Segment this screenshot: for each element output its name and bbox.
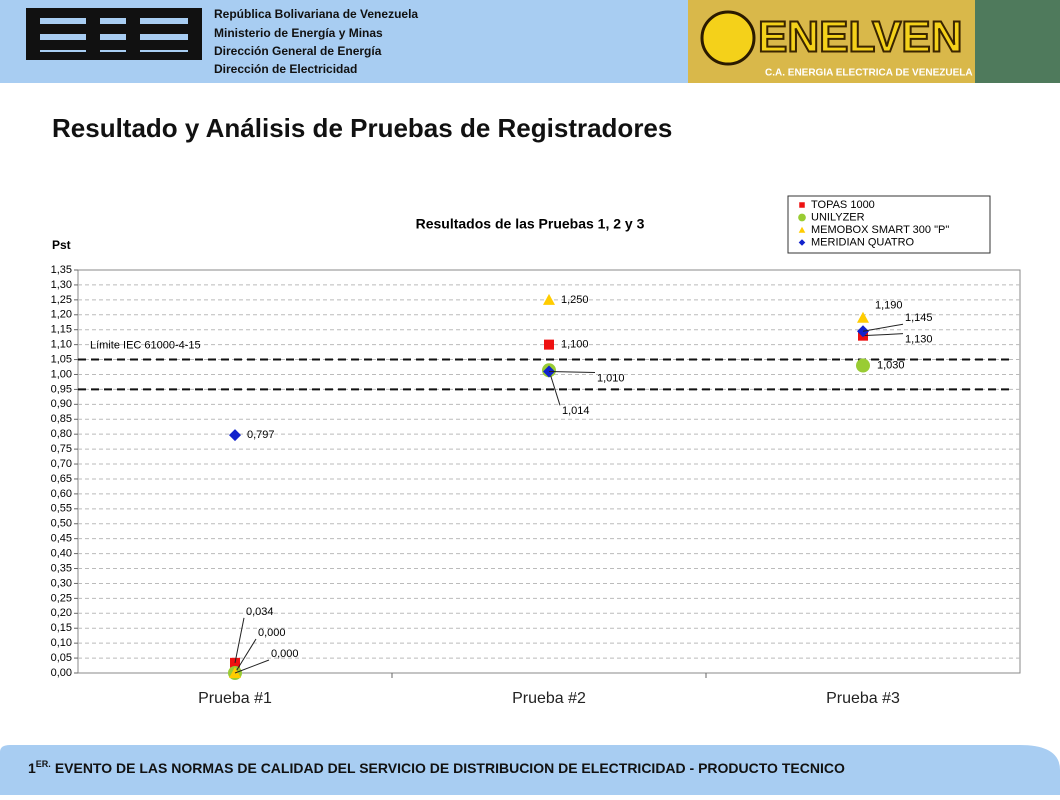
value-label: 1,100: [561, 339, 589, 351]
y-tick-label: 0,90: [51, 398, 72, 410]
legend-swatch: [799, 202, 805, 208]
y-tick-label: 0,15: [51, 622, 72, 634]
x-tick-label: Prueba #2: [512, 690, 586, 707]
legend-swatch: [798, 213, 806, 222]
y-tick-label: 1,35: [51, 264, 72, 276]
footer-main: EVENTO DE LAS NORMAS DE CALIDAD DEL SERV…: [55, 760, 845, 776]
value-label: 1,010: [597, 372, 625, 384]
y-tick-label: 0,40: [51, 547, 72, 559]
leader-line: [862, 323, 904, 332]
value-label: 1,145: [905, 312, 933, 324]
header-line: Ministerio de Energía y Minas: [214, 26, 383, 40]
y-tick-label: 1,10: [51, 339, 72, 351]
value-label: 1,130: [905, 334, 933, 346]
y-tick-label: 0,60: [51, 488, 72, 500]
y-tick-label: 0,25: [51, 592, 72, 604]
footer-text: 1ER. EVENTO DE LAS NORMAS DE CALIDAD DEL …: [28, 759, 845, 775]
footer-superscript: ER.: [36, 759, 51, 769]
chart-title: Resultados de las Pruebas 1, 2 y 3: [416, 216, 645, 232]
mem-logo: [26, 8, 202, 60]
enelven-emblem: [700, 10, 756, 66]
legend-box: [787, 195, 991, 254]
y-tick-label: 1,20: [51, 309, 72, 321]
y-tick-label: 0,70: [51, 458, 72, 470]
marker: [229, 429, 241, 442]
y-tick-label: 0,95: [51, 383, 72, 395]
slide-title: Resultado y Análisis de Pruebas de Regis…: [52, 113, 672, 143]
leader-line: [548, 370, 561, 406]
legend-swatch: [798, 226, 806, 233]
value-label: 0,000: [258, 627, 286, 639]
value-label: 0,034: [246, 606, 274, 618]
header-line: Dirección de Electricidad: [214, 62, 357, 76]
y-tick-label: 0,45: [51, 533, 72, 545]
marker: [543, 293, 555, 305]
plot-area: [77, 269, 1021, 674]
legend-label: UNILYZER: [811, 211, 865, 223]
leader-line: [548, 370, 596, 373]
value-label: 1,250: [561, 294, 589, 306]
plant-photo: [975, 0, 1060, 83]
y-tick-label: 0,75: [51, 443, 72, 455]
x-tick-label: Prueba #1: [198, 690, 272, 707]
value-label: 1,014: [562, 405, 590, 417]
y-tick-label: 0,05: [51, 652, 72, 664]
y-tick-label: 1,15: [51, 324, 72, 336]
legend-label: MERIDIAN QUATRO: [811, 236, 915, 248]
value-label: 1,190: [875, 300, 903, 312]
y-tick-label: 0,85: [51, 413, 72, 425]
leader-line: [234, 638, 257, 674]
leader-line: [862, 333, 904, 337]
y-tick-label: 0,20: [51, 607, 72, 619]
y-axis-label: Pst: [52, 238, 71, 252]
y-tick-label: 0,10: [51, 637, 72, 649]
value-label: 1,030: [877, 359, 905, 371]
marker: [856, 358, 870, 373]
y-tick-label: 0,80: [51, 428, 72, 440]
y-tick-label: 1,30: [51, 279, 72, 291]
marker: [544, 339, 554, 350]
leader-line: [234, 659, 270, 674]
value-label: 0,797: [247, 429, 275, 441]
y-tick-label: 1,00: [51, 368, 72, 380]
logo-name: ENELVEN: [758, 13, 963, 62]
y-tick-label: 1,25: [51, 294, 72, 306]
limit-label: Límite IEC 61000-4-15: [90, 339, 201, 351]
legend-label: MEMOBOX SMART 300 "P": [811, 224, 949, 236]
marker: [857, 311, 869, 323]
y-tick-label: 0,55: [51, 503, 72, 515]
x-tick-label: Prueba #3: [826, 690, 900, 707]
y-tick-label: 0,65: [51, 473, 72, 485]
y-tick-label: 0,00: [51, 667, 72, 679]
y-tick-label: 0,35: [51, 562, 72, 574]
footer-ordinal: 1: [28, 760, 36, 776]
y-tick-label: 0,50: [51, 518, 72, 530]
footer-band: [0, 745, 1060, 795]
logo-subtitle: C.A. ENERGIA ELECTRICA DE VENEZUELA: [765, 68, 973, 79]
y-tick-label: 1,05: [51, 353, 72, 365]
y-tick-label: 0,30: [51, 577, 72, 589]
header-line: Dirección General de Energía: [214, 44, 382, 58]
leader-line: [234, 617, 245, 663]
header-line: República Bolivariana de Venezuela: [214, 7, 418, 21]
value-label: 0,000: [271, 648, 299, 660]
legend-label: TOPAS 1000: [811, 199, 875, 211]
